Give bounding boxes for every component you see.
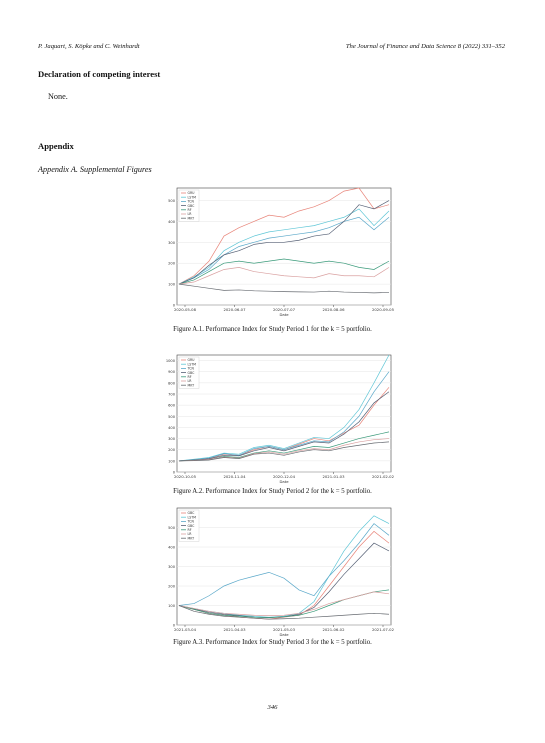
legend-label: GRU bbox=[188, 191, 196, 195]
x-tick-label: 2020-05-08 bbox=[174, 307, 197, 312]
legend-label: LSTM bbox=[188, 515, 197, 519]
y-tick-label: 100 bbox=[168, 459, 176, 463]
legend-label: LR bbox=[188, 212, 193, 216]
x-tick-label: 2020-11-04 bbox=[223, 474, 246, 479]
series-line-lstm bbox=[178, 354, 390, 462]
x-axis-label: Date bbox=[279, 632, 289, 637]
appendix-subheading: Appendix A. Supplemental Figures bbox=[38, 165, 152, 174]
x-tick-label: 2020-08-06 bbox=[322, 307, 345, 312]
y-tick-label: 500 bbox=[168, 526, 176, 530]
legend-label: RF bbox=[188, 375, 192, 379]
y-tick-label: 300 bbox=[168, 437, 176, 441]
plot-area bbox=[176, 187, 392, 306]
appendix-heading: Appendix bbox=[38, 141, 74, 151]
figure-a2-caption: Figure A.2. Performance Index for Study … bbox=[173, 488, 372, 495]
series-line-tcn bbox=[178, 371, 390, 462]
competing-interest-heading: Declaration of competing interest bbox=[38, 69, 161, 79]
competing-interest-text: None. bbox=[48, 92, 68, 101]
figure-a1: 0 100 200 300 400 500 2020-05-08 2020-06-07 2020… bbox=[163, 185, 395, 319]
legend-box bbox=[178, 356, 200, 389]
legend-label: GRU bbox=[188, 358, 196, 362]
legend-label: LSTM bbox=[188, 362, 197, 366]
running-header-journal: The Journal of Finance and Data Science … bbox=[345, 43, 505, 50]
figure-a3-chart: 0 100 200 300 400 500 2021-03-04 2021-04-03 2021… bbox=[168, 507, 395, 637]
y-tick-label: 600 bbox=[168, 404, 176, 408]
legend-label: MKT bbox=[188, 216, 195, 220]
legend-label: GBC bbox=[188, 371, 196, 375]
legend-label: GBC bbox=[188, 204, 196, 208]
y-tick-label: 300 bbox=[168, 565, 176, 569]
legend-label: TCN bbox=[187, 200, 195, 204]
legend-label: GBC bbox=[188, 511, 196, 515]
x-tick-label: 2021-02-02 bbox=[372, 474, 395, 479]
series-line-mkt bbox=[178, 605, 390, 620]
legend-label: RF bbox=[188, 208, 192, 212]
y-tick-label: 500 bbox=[168, 415, 176, 419]
y-tick-label: 400 bbox=[168, 426, 176, 430]
legend-box bbox=[178, 189, 200, 222]
page-number: 346 bbox=[267, 704, 278, 711]
x-tick-label: 2020-07-07 bbox=[273, 307, 296, 312]
x-tick-label: 2020-10-05 bbox=[174, 474, 197, 479]
running-header-authors: P. Jaquart, S. Köpke and C. Weinhardt bbox=[38, 43, 140, 50]
x-tick-label: 2020-09-05 bbox=[372, 307, 395, 312]
x-axis-label: Date bbox=[279, 312, 289, 317]
legend-label: LSTM bbox=[188, 195, 197, 199]
y-tick-label: 200 bbox=[168, 448, 176, 452]
y-tick-label: 800 bbox=[168, 381, 176, 385]
y-tick-label: 500 bbox=[168, 199, 176, 203]
legend-label: RF bbox=[188, 528, 192, 532]
series-line-lr bbox=[178, 438, 390, 462]
series-line-lr bbox=[178, 591, 390, 616]
x-tick-label: 2021-01-03 bbox=[322, 474, 345, 479]
legend-label: TCN bbox=[187, 520, 195, 524]
legend-label: MKT bbox=[188, 383, 195, 387]
y-tick-label: 0 bbox=[173, 471, 176, 475]
series-line-tcn bbox=[178, 523, 390, 606]
x-tick-label: 2020-12-04 bbox=[273, 474, 296, 479]
series-line-mkt bbox=[178, 283, 390, 294]
x-tick-label: 2021-04-03 bbox=[223, 627, 246, 632]
x-tick-label: 2021-03-04 bbox=[174, 627, 197, 632]
y-tick-label: 1000 bbox=[166, 359, 176, 363]
figure-a3: 0 100 200 300 400 500 2021-03-04 2021-04-03 2021… bbox=[163, 505, 395, 639]
y-tick-label: 400 bbox=[168, 220, 176, 224]
series-line-rf bbox=[178, 258, 390, 285]
legend-label: MKT bbox=[188, 536, 195, 540]
figure-a1-caption: Figure A.1. Performance Index for Study … bbox=[173, 326, 372, 333]
x-tick-label: 2021-07-02 bbox=[372, 627, 395, 632]
series-line-mkt bbox=[178, 441, 390, 462]
x-tick-label: 2021-06-02 bbox=[322, 627, 345, 632]
y-tick-label: 400 bbox=[168, 546, 176, 550]
figure-a2: 0 100 200 300 400 500 600 700 800 900 1000 2020-10-… bbox=[163, 352, 395, 486]
figure-a2-chart: 0 100 200 300 400 500 600 700 800 900 1000 2020-10-… bbox=[166, 354, 395, 484]
y-tick-label: 100 bbox=[168, 283, 176, 287]
series-line-tcn bbox=[178, 216, 390, 285]
figure-a3-caption: Figure A.3. Performance Index for Study … bbox=[173, 639, 372, 646]
figure-a1-chart: 0 100 200 300 400 500 2020-05-08 2020-06-07 2020… bbox=[168, 187, 395, 317]
legend-label: TCN bbox=[187, 367, 195, 371]
y-tick-label: 700 bbox=[168, 393, 176, 397]
x-tick-label: 2021-05-03 bbox=[273, 627, 296, 632]
y-tick-label: 900 bbox=[168, 370, 176, 374]
legend-box bbox=[178, 509, 200, 542]
x-tick-label: 2020-06-07 bbox=[223, 307, 246, 312]
series-line-lr bbox=[178, 267, 390, 285]
series-line-gbc bbox=[178, 391, 390, 462]
y-tick-label: 300 bbox=[168, 241, 176, 245]
legend-label: LR bbox=[188, 379, 193, 383]
y-tick-label: 200 bbox=[168, 262, 176, 266]
legend-label: GBC bbox=[188, 524, 196, 528]
y-tick-label: 100 bbox=[168, 604, 176, 608]
series-line-gru bbox=[178, 187, 390, 285]
x-axis-label: Date bbox=[279, 479, 289, 484]
series-line-gbc bbox=[178, 200, 390, 285]
legend-label: LR bbox=[188, 532, 193, 536]
y-tick-label: 200 bbox=[168, 585, 176, 589]
y-tick-label: 0 bbox=[173, 624, 176, 628]
y-tick-label: 0 bbox=[173, 304, 176, 308]
